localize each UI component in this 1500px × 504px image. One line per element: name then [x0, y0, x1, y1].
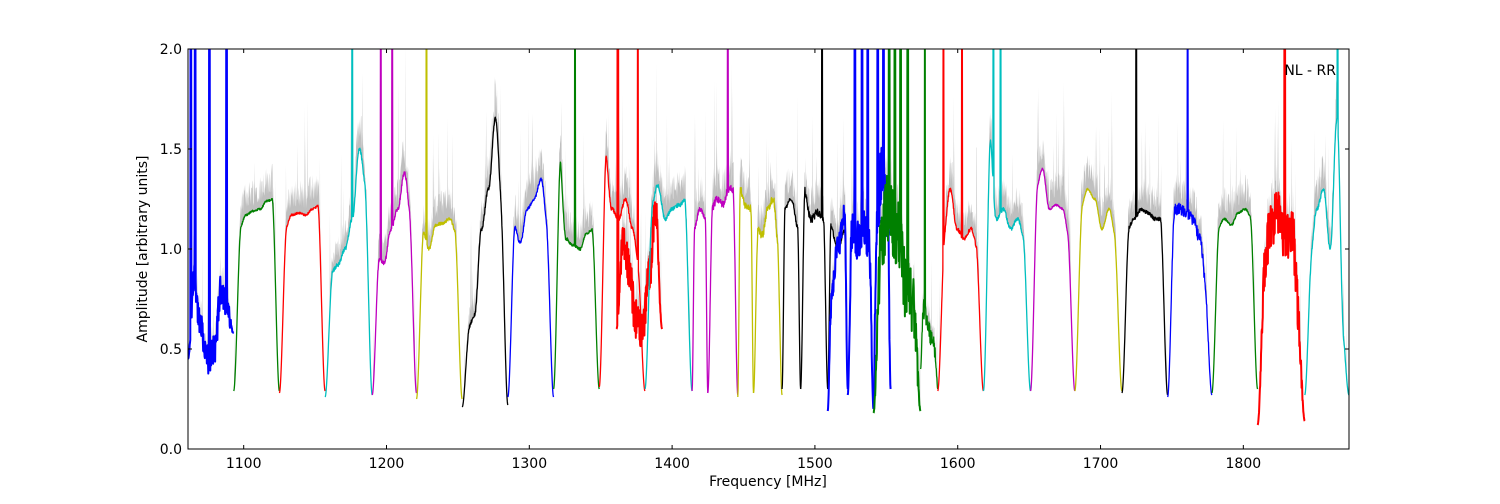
- series-line-band-27: [1074, 187, 1123, 392]
- series-line-band-7: [507, 177, 555, 398]
- series-line-band-31: [1256, 49, 1306, 426]
- series-line-band-9: [598, 49, 646, 392]
- series-line-band-23: [919, 49, 939, 390]
- y-tick-label: 1.0: [160, 242, 182, 258]
- series-line-band-4: [371, 49, 418, 396]
- series-line-band-15: [752, 197, 783, 396]
- series-line-band-6: [461, 116, 509, 408]
- envelope-band-25: [983, 49, 1031, 391]
- series-line-band-22: [872, 49, 922, 414]
- envelope-band-3: [325, 49, 373, 397]
- envelope-band-27: [1074, 90, 1122, 391]
- envelope-band-28: [1121, 49, 1168, 395]
- series-line-band-2: [278, 204, 326, 394]
- series-line-band-17: [799, 49, 829, 390]
- series-line-band-28: [1121, 49, 1169, 396]
- series-line-band-10: [615, 49, 664, 348]
- envelope-band-9: [599, 49, 645, 391]
- x-tick-label: 1700: [1083, 456, 1119, 472]
- series-line-band-5: [415, 49, 463, 400]
- x-tick-label: 1200: [369, 456, 405, 472]
- ticks-layer: 1100 1200 1300 1400 1500 1600 1700 1800 0.0 0.5 1.…: [160, 42, 1349, 472]
- x-tick-label: 1600: [940, 456, 976, 472]
- series-line-band-3: [324, 49, 373, 398]
- series-line-band-14: [737, 186, 755, 398]
- envelope-band-11: [644, 63, 693, 391]
- envelope-band-4: [372, 49, 417, 395]
- x-tick-label: 1400: [654, 456, 690, 472]
- series-line-band-25: [982, 49, 1032, 392]
- y-tick-label: 2.0: [160, 42, 182, 58]
- series-line-band-8: [552, 49, 600, 390]
- series-line-band-1: [233, 197, 281, 392]
- series-line-band-26: [1029, 167, 1076, 392]
- series-line-band-19: [826, 204, 849, 412]
- x-tick-label: 1100: [226, 456, 262, 472]
- series-line-band-32: [1304, 49, 1349, 396]
- y-tick-label: 0.0: [160, 442, 182, 458]
- y-tick-label: 1.5: [160, 142, 182, 158]
- y-tick-label: 0.5: [160, 342, 182, 358]
- envelope-band-26: [1030, 82, 1075, 391]
- x-tick-label: 1500: [797, 456, 833, 472]
- series-line-band-30: [1211, 207, 1259, 394]
- envelope-band-32: [1304, 49, 1349, 395]
- plot-frame: [187, 48, 1350, 450]
- x-tick-label: 1300: [511, 456, 547, 472]
- envelope-band-31: [1257, 49, 1305, 425]
- series-line-band-20: [846, 49, 875, 410]
- plot-background: [188, 49, 1349, 449]
- x-tick-label: 1800: [1226, 456, 1262, 472]
- series-line-band-24: [937, 49, 985, 392]
- envelope-band-8: [553, 49, 600, 389]
- series-line-band-0: [188, 49, 235, 375]
- envelope-band-1: [233, 162, 280, 391]
- series-line-band-29: [1167, 49, 1213, 398]
- x-axis-label: Frequency [MHz]: [709, 474, 827, 490]
- series-line-band-12: [691, 207, 709, 394]
- chart-annotation: NL - RR: [1284, 63, 1336, 79]
- series-line-band-16: [781, 198, 802, 390]
- series-line-band-11: [644, 183, 693, 392]
- y-axis-label: Amplitude [arbitrary units]: [135, 156, 151, 343]
- envelope-band-15: [753, 138, 783, 395]
- series-layer: [188, 49, 1349, 426]
- series-line-band-13: [707, 49, 739, 396]
